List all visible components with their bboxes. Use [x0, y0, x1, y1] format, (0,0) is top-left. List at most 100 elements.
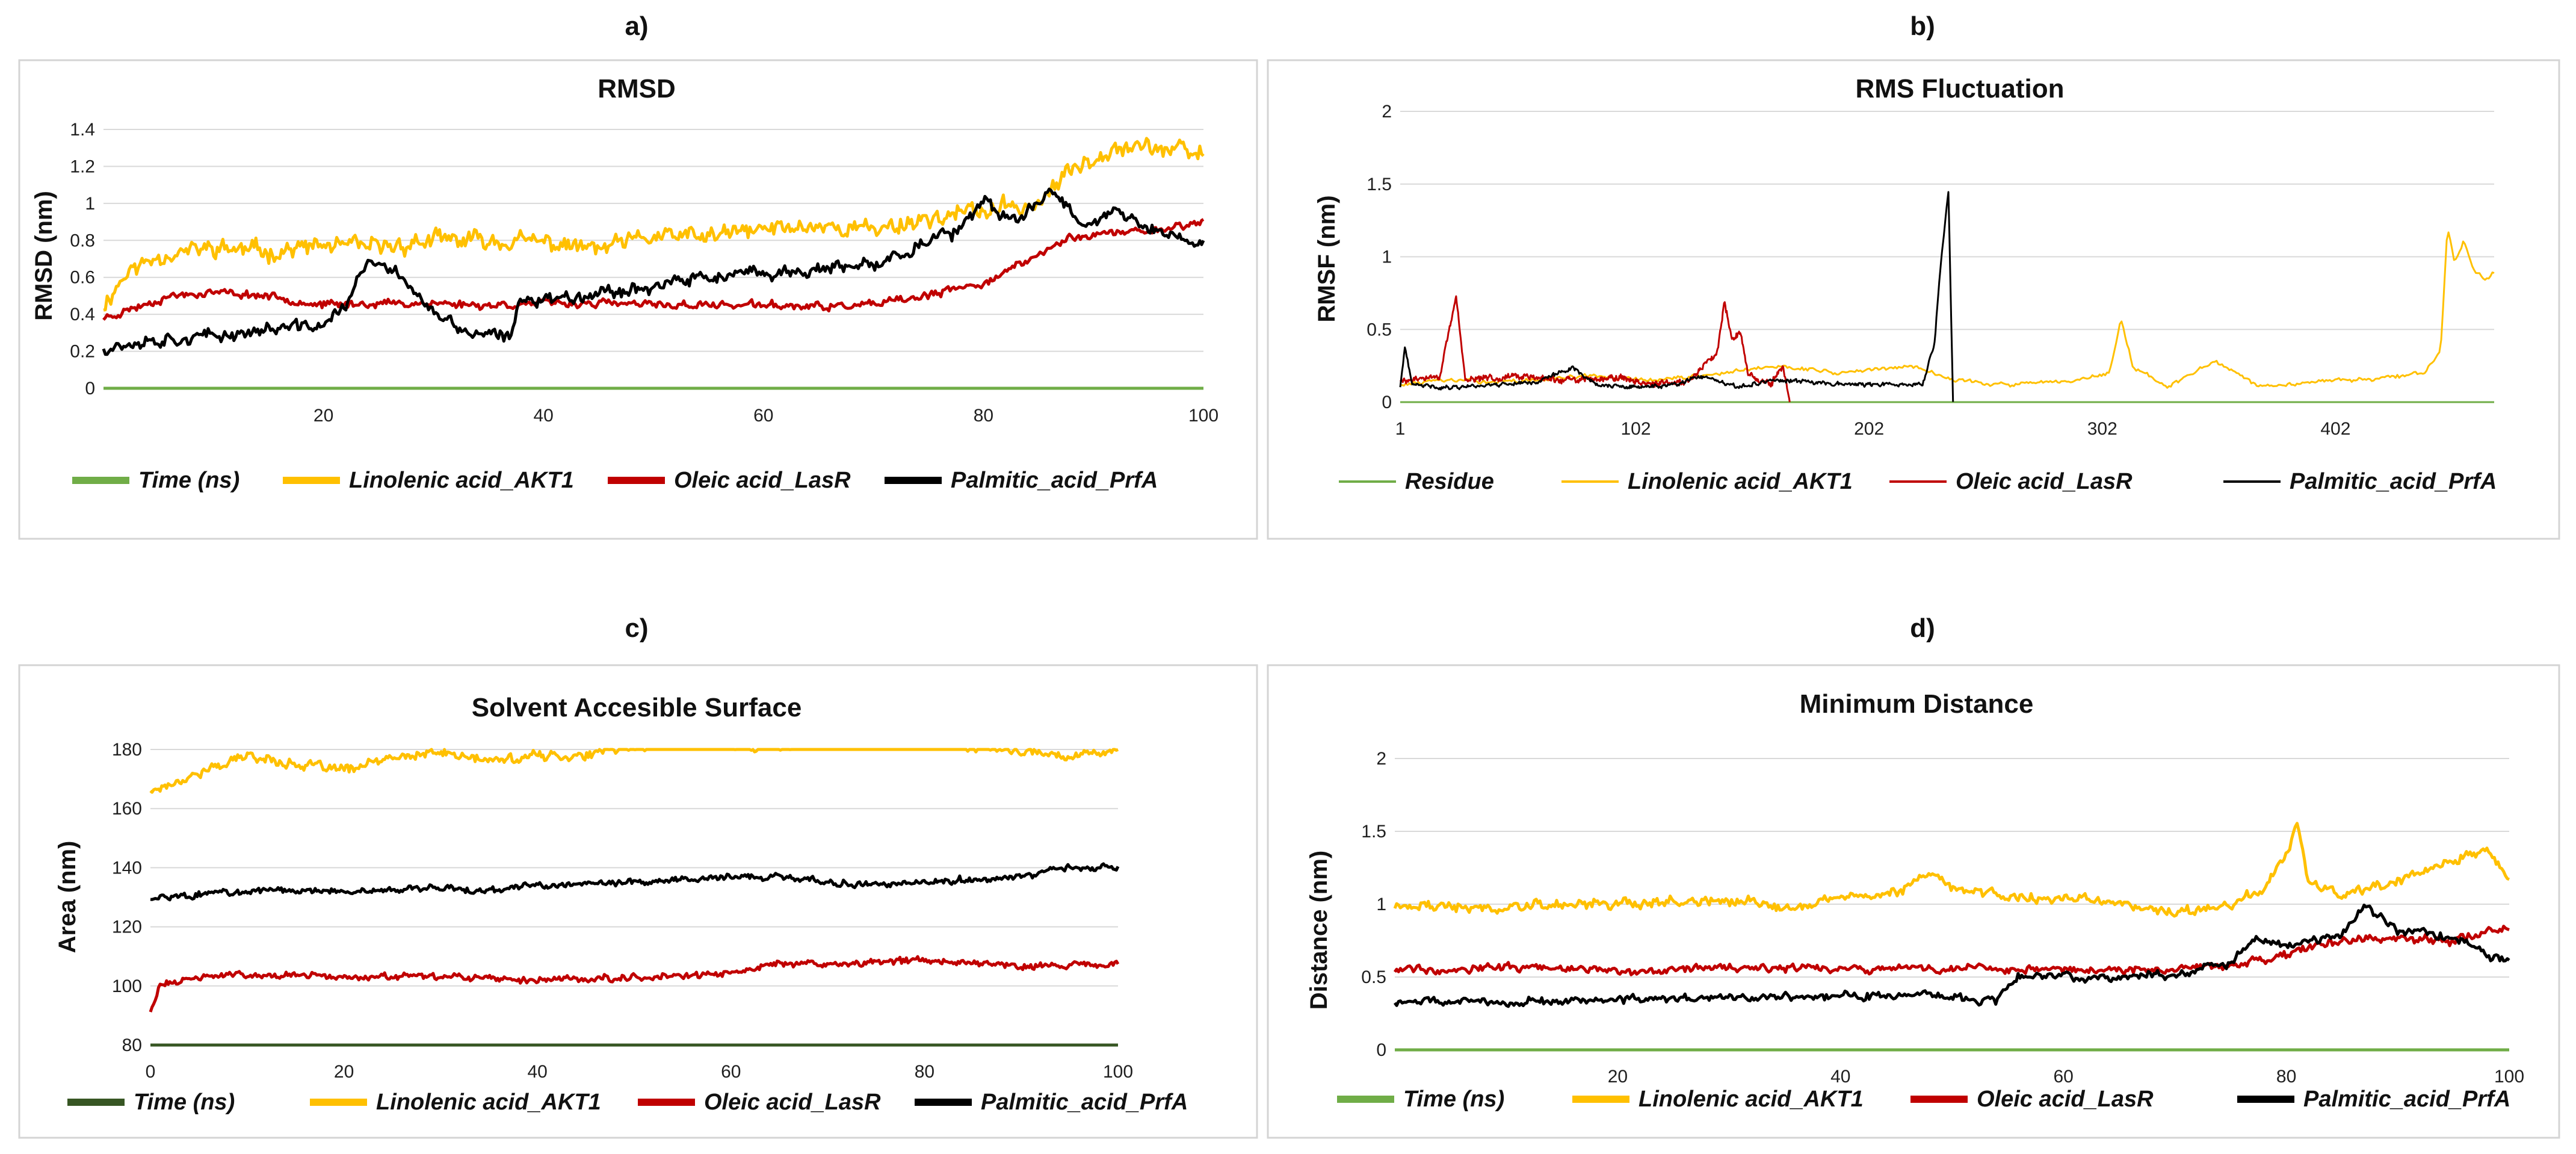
- panel-a: a) RMSD RMSD (nm) 0 0.2 0.4 0.6 0.8 1 1.2 1.4 20…: [18, 11, 1258, 540]
- y-tick-label-a-4: 0.8: [70, 231, 95, 250]
- x-tick-label-a-0: 20: [314, 406, 333, 426]
- panel-label-c: c): [625, 613, 648, 643]
- y-tick-label-d-4: 2: [1376, 749, 1386, 769]
- legend-item-d-0: Time (ns): [1337, 1087, 1504, 1112]
- y-tick-label-d-2: 1: [1376, 895, 1386, 914]
- legend-label-a-2: Oleic acid_LasR: [674, 468, 851, 493]
- legend-label-a-3: Palmitic_acid_PrfA: [951, 468, 1158, 493]
- legend-item-b-2: Oleic acid_LasR: [1889, 469, 2133, 494]
- x-tick-label-c-0: 0: [146, 1062, 156, 1082]
- legend-label-d-3: Palmitic_acid_PrfA: [2303, 1087, 2510, 1112]
- chart-title-d: Minimum Distance: [1800, 689, 2034, 719]
- series-line-d-2: [1393, 925, 2510, 976]
- legend-item-a-1: Linolenic acid_AKT1: [283, 468, 574, 493]
- y-tick-label-d-3: 1.5: [1361, 822, 1386, 842]
- x-tick-label-c-3: 60: [721, 1062, 741, 1082]
- x-tick-label-c-1: 20: [334, 1062, 354, 1082]
- legend-b: Residue Linolenic acid_AKT1 Oleic acid_Las…: [1339, 469, 2497, 494]
- panel-label-b: b): [1910, 11, 1935, 41]
- legend-item-c-3: Palmitic_acid_PrfA: [915, 1090, 1188, 1115]
- legend-label-c-3: Palmitic_acid_PrfA: [981, 1090, 1188, 1115]
- legend-label-b-2: Oleic acid_LasR: [1956, 469, 2133, 494]
- legend-d: Time (ns) Linolenic acid_AKT1 Oleic acid_L…: [1337, 1087, 2510, 1112]
- x-tick-label-b-1: 102: [1620, 419, 1651, 439]
- legend-c: Time (ns) Linolenic acid_AKT1 Oleic acid_L…: [67, 1090, 1188, 1115]
- series-line-c-2: [149, 955, 1120, 1013]
- y-tick-label-c-5: 180: [112, 740, 142, 760]
- legend-item-a-2: Oleic acid_LasR: [608, 468, 851, 493]
- y-tick-label-a-1: 0.2: [70, 342, 95, 362]
- legend-label-d-2: Oleic acid_LasR: [1977, 1087, 2154, 1112]
- y-tick-label-b-1: 0.5: [1367, 320, 1392, 340]
- x-tick-label-d-3: 80: [2276, 1067, 2296, 1087]
- chart-frame-b: [1267, 59, 2560, 540]
- y-tick-label-c-3: 140: [112, 858, 142, 878]
- legend-label-a-1: Linolenic acid_AKT1: [349, 468, 574, 493]
- series-line-a-2: [102, 218, 1205, 321]
- legend-label-b-1: Linolenic acid_AKT1: [1628, 469, 1853, 494]
- x-tick-label-a-4: 100: [1188, 406, 1219, 426]
- chart-frame-c: [18, 664, 1258, 1139]
- x-tick-label-b-0: 1: [1395, 419, 1406, 439]
- x-tick-label-d-4: 100: [2494, 1067, 2524, 1087]
- y-axis-title-b: RMSF (nm): [1314, 195, 1340, 322]
- y-tick-label-b-4: 2: [1382, 102, 1392, 122]
- panel-label-d: d): [1910, 613, 1935, 643]
- legend-item-a-0: Time (ns): [72, 468, 239, 493]
- y-tick-label-c-1: 100: [112, 976, 142, 996]
- plot-area-c: 80 100 120 140 160 180 0 20 40 60 80 100: [112, 740, 1133, 1082]
- x-tick-label-b-4: 402: [2320, 419, 2350, 439]
- y-axis-title-a-text: RMSD (nm): [31, 191, 57, 321]
- x-tick-label-c-2: 40: [528, 1062, 548, 1082]
- series-line-c-3: [150, 862, 1120, 902]
- panel-label-a: a): [625, 11, 648, 41]
- legend-label-c-2: Oleic acid_LasR: [704, 1090, 881, 1115]
- x-tick-label-a-2: 60: [753, 406, 773, 426]
- y-tick-label-a-2: 0.4: [70, 305, 95, 324]
- panel-d: d) Minimum Distance Distance (nm) 0 0.5 1 1…: [1267, 613, 2560, 1139]
- plot-area-b: 0 0.5 1 1.5 2 1 102 202 302 402: [1367, 102, 2495, 439]
- series-line-c-1: [149, 748, 1119, 794]
- y-tick-label-a-3: 0.6: [70, 268, 95, 288]
- legend-a: Time (ns) Linolenic acid_AKT1 Oleic acid_L…: [72, 468, 1158, 493]
- y-tick-label-b-0: 0: [1382, 392, 1392, 412]
- legend-item-d-1: Linolenic acid_AKT1: [1572, 1087, 1864, 1112]
- y-tick-label-b-2: 1: [1382, 247, 1392, 267]
- y-axis-title-d-text: Distance (nm): [1306, 851, 1332, 1010]
- x-tick-label-d-2: 60: [2054, 1067, 2074, 1087]
- legend-label-d-0: Time (ns): [1403, 1087, 1504, 1112]
- y-tick-label-d-1: 0.5: [1361, 967, 1386, 987]
- y-axis-title-c: Area (nm): [54, 841, 81, 954]
- legend-item-d-3: Palmitic_acid_PrfA: [2237, 1087, 2510, 1112]
- x-tick-label-c-4: 80: [915, 1062, 934, 1082]
- series-line-a-1: [103, 137, 1205, 312]
- legend-label-c-1: Linolenic acid_AKT1: [376, 1090, 601, 1115]
- y-tick-label-b-3: 1.5: [1367, 175, 1392, 194]
- series-line-b-2: [1399, 295, 1791, 403]
- chart-title-b: RMS Fluctuation: [1855, 74, 2064, 104]
- y-tick-label-c-2: 120: [112, 917, 142, 937]
- y-axis-title-b-text: RMSF (nm): [1314, 195, 1340, 322]
- legend-label-c-0: Time (ns): [134, 1090, 235, 1115]
- y-tick-label-a-6: 1.2: [70, 157, 95, 176]
- legend-item-c-2: Oleic acid_LasR: [638, 1090, 881, 1115]
- legend-item-c-0: Time (ns): [67, 1090, 235, 1115]
- series-line-d-1: [1393, 822, 2510, 918]
- x-tick-label-d-1: 40: [1830, 1067, 1850, 1087]
- y-tick-label-c-4: 160: [112, 799, 142, 819]
- series-line-a-3: [102, 187, 1205, 356]
- x-tick-label-a-3: 80: [974, 406, 993, 426]
- series-line-b-3: [1399, 191, 1954, 402]
- panel-b: b) RMS Fluctuation RMSF (nm) 0 0.5 1 1.5 2 1 1…: [1267, 11, 2560, 540]
- y-axis-title-a: RMSD (nm): [31, 191, 57, 321]
- x-tick-label-c-5: 100: [1103, 1062, 1133, 1082]
- y-tick-label-a-5: 1: [85, 194, 95, 214]
- legend-label-b-0: Residue: [1405, 469, 1494, 494]
- x-tick-label-a-1: 40: [534, 406, 554, 426]
- x-tick-label-d-0: 20: [1608, 1067, 1628, 1087]
- legend-item-b-3: Palmitic_acid_PrfA: [2223, 469, 2497, 494]
- legend-item-c-1: Linolenic acid_AKT1: [310, 1090, 601, 1115]
- y-tick-label-c-0: 80: [122, 1035, 142, 1055]
- chart-frame-a: [18, 59, 1258, 540]
